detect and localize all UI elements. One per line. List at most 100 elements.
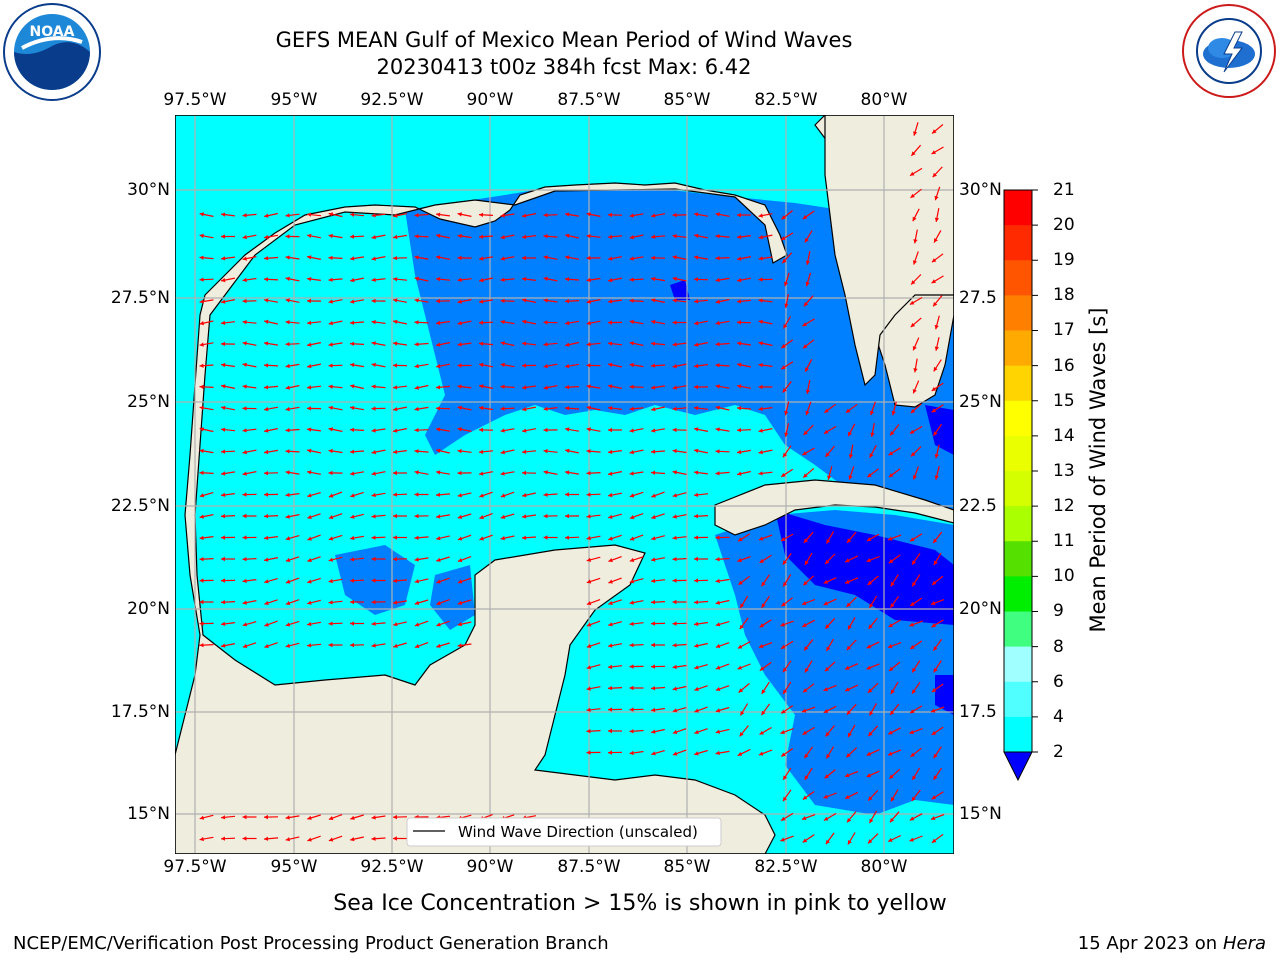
wind-wave-arrowhead [393,428,398,433]
wind-wave-arrowhead [350,362,355,368]
wind-wave-arrowhead [672,514,677,519]
wind-wave-arrowhead [264,644,269,649]
wind-wave-arrowhead [866,773,872,778]
wind-wave-arrowhead [586,427,591,432]
wind-wave-arrowhead [672,751,678,756]
wind-wave-arrowhead [759,623,765,628]
colorbar-tick: 18 [1053,285,1075,305]
wind-wave-arrowhead [414,428,419,433]
wind-wave-arrowhead [457,514,463,519]
wind-wave-arrowhead [651,298,656,303]
wind-wave-arrowhead [350,299,355,304]
wind-wave-arrowhead [845,665,850,670]
wind-wave-arrowhead [350,578,354,583]
wind-wave-arrowhead [242,234,247,240]
wind-wave-arrowhead [393,836,397,841]
wind-wave-arrowhead [651,751,656,756]
wind-wave-arrowhead [803,430,808,435]
colorbar-under-arrow [1003,751,1033,782]
wind-wave-arrowhead [933,560,938,565]
wind-wave-arrowhead [285,363,290,369]
wind-wave-arrowhead [371,578,376,583]
wind-wave-arrowhead [933,538,938,543]
wind-wave-arrowhead [543,449,548,454]
wind-wave-arrowhead [414,449,419,454]
wind-wave-arrowhead [350,212,355,217]
colorbar-tick: 9 [1053,601,1064,621]
wind-wave-arrowhead [694,384,698,390]
wind-wave-arrowhead [543,470,548,475]
wind-wave-arrowhead [414,492,419,497]
wind-wave-arrowhead [414,255,419,260]
wind-wave-arrowhead [672,686,677,691]
wind-wave-arrowhead [934,454,939,459]
wind-wave-arrowhead [608,384,613,389]
wind-wave-arrowhead [651,363,656,368]
wind-wave-arrowhead [672,664,677,670]
lon-label-top: 97.5°W [163,90,227,110]
colorbar-tick: 15 [1053,391,1075,411]
wind-wave-arrowhead [457,579,463,584]
footer-date-text: 15 Apr 2023 on [1077,933,1223,954]
wind-wave-arrowhead [221,299,226,304]
wind-wave-arrowhead [264,234,269,240]
wind-wave-arrowhead [608,406,613,411]
wind-wave-arrowhead [328,837,334,842]
wind-wave-arrowhead [522,385,527,390]
wind-wave-arrowhead [414,385,419,390]
wind-wave-arrowhead [804,775,809,780]
wind-wave-arrowhead [780,622,785,627]
wind-wave-arrowhead [781,472,786,477]
wind-wave-arrowhead [737,406,742,411]
wind-wave-arrowhead [694,212,699,217]
wind-wave-arrowhead [264,836,269,841]
wind-wave-arrowhead [781,215,786,220]
wind-wave-arrowhead [371,213,376,218]
svg-text:NOAA: NOAA [30,24,75,40]
wind-wave-arrowhead [934,475,939,480]
wind-wave-arrowhead [479,341,484,346]
wind-wave-arrowhead [242,578,247,583]
wind-wave-arrowhead [911,151,916,156]
wind-wave-arrowhead [414,600,420,605]
wind-wave-arrowhead [694,535,698,540]
wind-wave-arrowhead [565,535,570,540]
wind-wave-arrowhead [221,600,226,605]
wind-wave-arrowhead [586,492,591,497]
wind-wave-arrowhead [802,795,808,800]
wind-wave-arrowhead [457,321,462,326]
colorbar-tick-labels: 21 20 19 18 17 16 15 14 13 12 11 10 9 8 … [1040,180,1080,786]
wind-wave-arrowhead [457,299,462,304]
wind-wave-arrowhead [804,646,809,651]
wind-wave-arrowhead [586,514,591,519]
wind-wave-arrowhead [608,579,613,584]
wind-wave-arrowhead [672,255,677,260]
wind-wave-arrowhead [629,256,634,261]
wind-wave-arrowhead [781,709,786,714]
wind-wave-arrowhead [414,298,419,303]
colorbar-tick: 11 [1053,531,1075,551]
wind-wave-arrowhead [393,814,397,820]
lon-label-top: 92.5°W [360,90,424,110]
colorbar-tick: 8 [1053,637,1064,657]
wind-wave-arrowhead [651,319,656,325]
wind-wave-arrowhead [847,840,852,845]
colorbar-tick: 10 [1053,566,1075,586]
wind-wave-arrowhead [586,234,591,239]
wind-wave-arrowhead [307,600,312,605]
wind-wave-arrowhead [845,579,850,584]
wind-wave-arrowhead [933,302,938,307]
wind-wave-arrowhead [651,557,656,562]
wind-wave-arrowhead [694,342,699,347]
wind-wave-arrowhead [888,473,894,478]
wind-wave-arrowhead [199,578,204,583]
wind-wave-arrowhead [825,732,830,737]
footer-credit: NCEP/EMC/Verification Post Processing Pr… [13,933,609,954]
wind-wave-arrowhead [694,470,699,475]
wind-wave-arrowhead [221,492,226,497]
wind-wave-arrowhead [285,320,290,325]
wind-wave-arrowhead [371,256,376,261]
wind-wave-arrowhead [221,556,225,562]
wind-wave-arrowhead [758,644,764,649]
wind-wave-arrowhead [307,427,312,432]
